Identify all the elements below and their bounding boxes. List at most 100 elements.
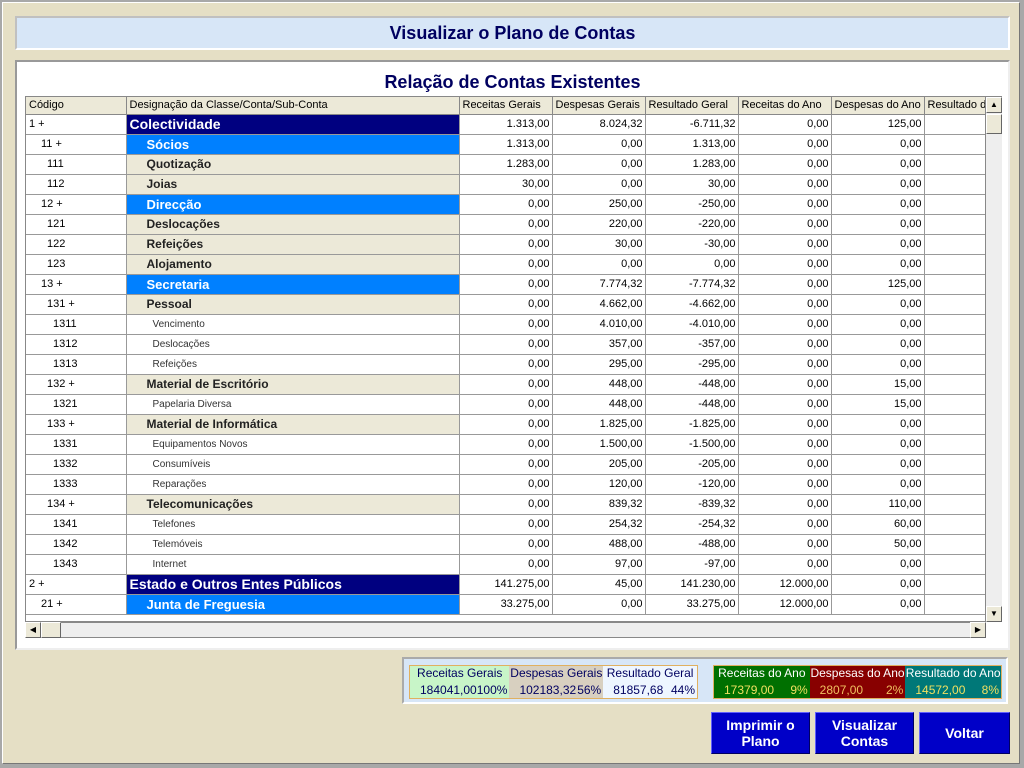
amount-cell: 0,00 <box>459 194 553 215</box>
amount-cell: -488,00 <box>645 534 739 555</box>
account-code: 1343 <box>26 554 127 575</box>
amount-cell: -15,00 <box>924 374 985 395</box>
view-accounts-button[interactable]: Visualizar Contas <box>815 712 914 754</box>
table-row[interactable]: 13 + Secretaria 0,00 7.774,32 -7.774,32 0,00 1… <box>26 274 985 295</box>
amount-cell: 12.000,00 <box>924 594 985 615</box>
table-row[interactable]: 133 + Material de Informática 0,00 1.825,00… <box>26 414 985 435</box>
amount-cell: -60,00 <box>924 514 985 535</box>
summary-percent: 8% <box>981 683 1000 697</box>
account-name: Deslocações <box>126 214 460 235</box>
table-row[interactable]: 1331 Equipamentos Novos 0,00 1.500,00 -1.500… <box>26 434 985 455</box>
scroll-thumb[interactable] <box>986 114 1002 134</box>
table-row[interactable]: 111 Quotização 1.283,00 0,00 1.283,00 0,00 0,0… <box>26 154 985 175</box>
amount-cell: 0,00 <box>552 174 646 195</box>
amount-cell: 0,00 <box>831 154 925 175</box>
amount-cell: -4.662,00 <box>645 294 739 315</box>
table-row[interactable]: 1312 Deslocações 0,00 357,00 -357,00 0,00 0,00… <box>26 334 985 355</box>
horizontal-scrollbar[interactable]: ◀ ▶ <box>25 622 986 638</box>
amount-cell: 15,00 <box>831 394 925 415</box>
column-header[interactable]: Código <box>26 97 127 115</box>
amount-cell: -205,00 <box>645 454 739 475</box>
amount-cell: 0,00 <box>831 574 925 595</box>
page-title: Visualizar o Plano de Contas <box>15 16 1010 50</box>
table-row[interactable]: 131 + Pessoal 0,00 4.662,00 -4.662,00 0,00 0,0… <box>26 294 985 315</box>
column-header[interactable]: Despesas Gerais <box>552 97 646 115</box>
column-header[interactable]: Designação da Classe/Conta/Sub-Conta <box>126 97 460 115</box>
amount-cell: -4.010,00 <box>645 314 739 335</box>
table-row[interactable]: 1341Telefones0,00254,32-254,320,0060,00-… <box>26 514 985 535</box>
amount-cell: 0,00 <box>831 134 925 155</box>
column-header[interactable]: Resultado Geral <box>645 97 739 115</box>
table-row[interactable]: 1333Reparações0,00120,00-120,000,000,000… <box>26 474 985 495</box>
print-plan-button[interactable]: Imprimir o Plano <box>711 712 810 754</box>
amount-cell: -30,00 <box>645 234 739 255</box>
account-code: 123 <box>26 254 127 275</box>
amount-cell: 30,00 <box>552 234 646 255</box>
table-row[interactable]: 1332 Consumíveis 0,00 205,00 -205,00 0,00 0,00… <box>26 454 985 475</box>
column-header[interactable]: Receitas do Ano <box>738 97 832 115</box>
amount-cell: 250,00 <box>552 194 646 215</box>
account-name: Material de Escritório <box>126 374 460 395</box>
amount-cell: 125,00 <box>831 114 925 135</box>
account-name: Alojamento <box>126 254 460 275</box>
amount-cell: 0,00 <box>738 414 832 435</box>
amount-cell: 0,00 <box>738 374 832 395</box>
table-row[interactable]: 132 + Material de Escritório 0,00 448,00 -44… <box>26 374 985 395</box>
table-row[interactable]: 1 + Colectividade 1.313,00 8.024,32 -6.711,3… <box>26 114 985 135</box>
table-row[interactable]: 134 + Telecomunicações 0,00 839,32 -839,32 0,… <box>26 494 985 515</box>
table-row[interactable]: 11 +Sócios1.313,000,001.313,000,000,000,… <box>26 134 985 155</box>
vertical-scrollbar[interactable]: ▲ ▼ <box>986 96 1002 622</box>
amount-cell: 12.000,00 <box>738 574 832 595</box>
amount-cell: 0,00 <box>459 394 553 415</box>
account-code: 131 + <box>26 294 127 315</box>
table-row[interactable]: 1321 Papelaria Diversa 0,00 448,00 -448,00 0,… <box>26 394 985 415</box>
summary-percent: 9% <box>790 683 808 697</box>
amount-cell: 0,00 <box>738 494 832 515</box>
amount-cell: 0,00 <box>459 354 553 375</box>
amount-cell: -250,00 <box>645 194 739 215</box>
amount-cell: -15,00 <box>924 394 985 415</box>
account-code: 1341 <box>26 514 127 535</box>
summary-value: 14572,00 <box>915 683 966 697</box>
table-row[interactable]: 12 +Direcção0,00250,00-250,000,000,000,0… <box>26 194 985 215</box>
amount-cell: 0,00 <box>738 534 832 555</box>
table-row[interactable]: 2 + Estado e Outros Entes Públicos 141.275… <box>26 574 985 595</box>
amount-cell: 839,32 <box>552 494 646 515</box>
amount-cell: 0,00 <box>459 274 553 295</box>
table-row[interactable]: 1313Refeições0,00295,00-295,000,000,000,… <box>26 354 985 375</box>
column-header[interactable]: Despesas do Ano <box>831 97 925 115</box>
amount-cell: 0,00 <box>459 474 553 495</box>
account-code: 1332 <box>26 454 127 475</box>
amount-cell: 0,00 <box>738 174 832 195</box>
account-code: 1333 <box>26 474 127 495</box>
amount-cell: 0,00 <box>738 454 832 475</box>
account-name: Sócios <box>126 134 460 155</box>
scroll-left-button[interactable]: ◀ <box>25 622 41 638</box>
amount-cell: 0,00 <box>831 414 925 435</box>
amount-cell: 0,00 <box>831 294 925 315</box>
amount-cell: 0,00 <box>459 454 553 475</box>
amount-cell: 141.275,00 <box>459 574 553 595</box>
hscroll-thumb[interactable] <box>41 622 61 638</box>
account-name: Telemóveis <box>126 534 460 555</box>
account-name: Refeições <box>126 234 460 255</box>
scroll-down-button[interactable]: ▼ <box>986 606 1002 622</box>
scroll-up-button[interactable]: ▲ <box>986 97 1002 113</box>
amount-cell: 45,00 <box>552 574 646 595</box>
table-row[interactable]: 1342 Telemóveis 0,00 488,00 -488,00 0,00 50,00… <box>26 534 985 555</box>
table-row[interactable]: 21 + Junta de Freguesia 33.275,00 0,00 33.27… <box>26 594 985 615</box>
table-row[interactable]: 1311 Vencimento 0,00 4.010,00 -4.010,00 0,00 0… <box>26 314 985 335</box>
account-name: Reparações <box>126 474 460 495</box>
amount-cell: 0,00 <box>459 334 553 355</box>
table-row[interactable]: 121Deslocações0,00220,00-220,000,000,000… <box>26 214 985 235</box>
amount-cell: 30,00 <box>459 174 553 195</box>
scroll-right-button[interactable]: ▶ <box>970 622 986 638</box>
column-header[interactable]: Receitas Gerais <box>459 97 553 115</box>
amount-cell: 0,00 <box>738 514 832 535</box>
back-button[interactable]: Voltar <box>919 712 1010 754</box>
column-header[interactable]: Resultado do Ano <box>924 97 985 115</box>
